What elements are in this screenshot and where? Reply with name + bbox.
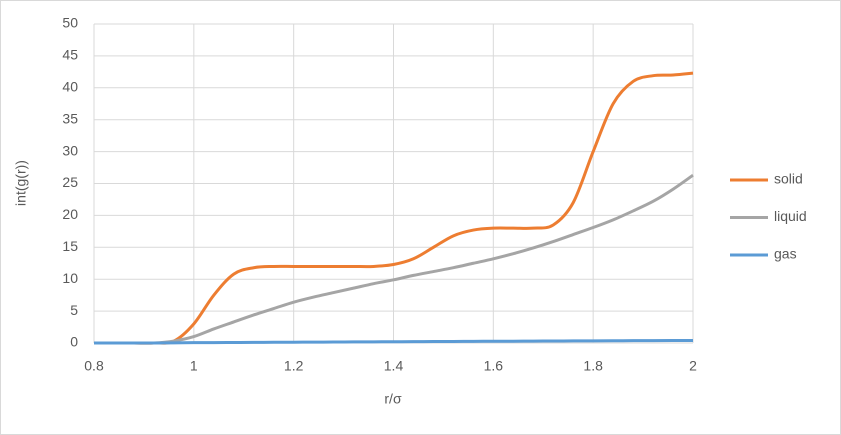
y-tick-label: 45	[62, 47, 78, 63]
legend-label: liquid	[774, 208, 807, 224]
x-tick-label: 1.6	[484, 358, 504, 374]
x-tick-label: 0.8	[84, 358, 104, 374]
y-tick-label: 10	[62, 270, 78, 286]
x-tick-label: 1.4	[384, 358, 404, 374]
legend-label: gas	[774, 246, 797, 262]
y-axis-title: int(g(r))	[13, 160, 29, 206]
x-axis-title: r/σ	[384, 391, 402, 407]
y-tick-label: 0	[70, 334, 78, 350]
y-tick-label: 50	[62, 15, 78, 31]
y-tick-label: 5	[70, 302, 78, 318]
x-tick-label: 2	[689, 358, 697, 374]
y-tick-label: 35	[62, 110, 78, 126]
x-tick-label: 1	[190, 358, 198, 374]
series-line	[94, 173, 694, 345]
y-tick-label: 30	[62, 142, 78, 158]
x-tick-label: 1.2	[284, 358, 304, 374]
y-tick-label: 20	[62, 206, 78, 222]
y-tick-label: 15	[62, 238, 78, 254]
series-line	[94, 338, 694, 345]
y-tick-label: 40	[62, 79, 78, 95]
y-tick-label: 25	[62, 174, 78, 190]
series-line	[94, 71, 694, 345]
x-tick-label: 1.8	[583, 358, 603, 374]
legend-label: solid	[774, 171, 803, 187]
